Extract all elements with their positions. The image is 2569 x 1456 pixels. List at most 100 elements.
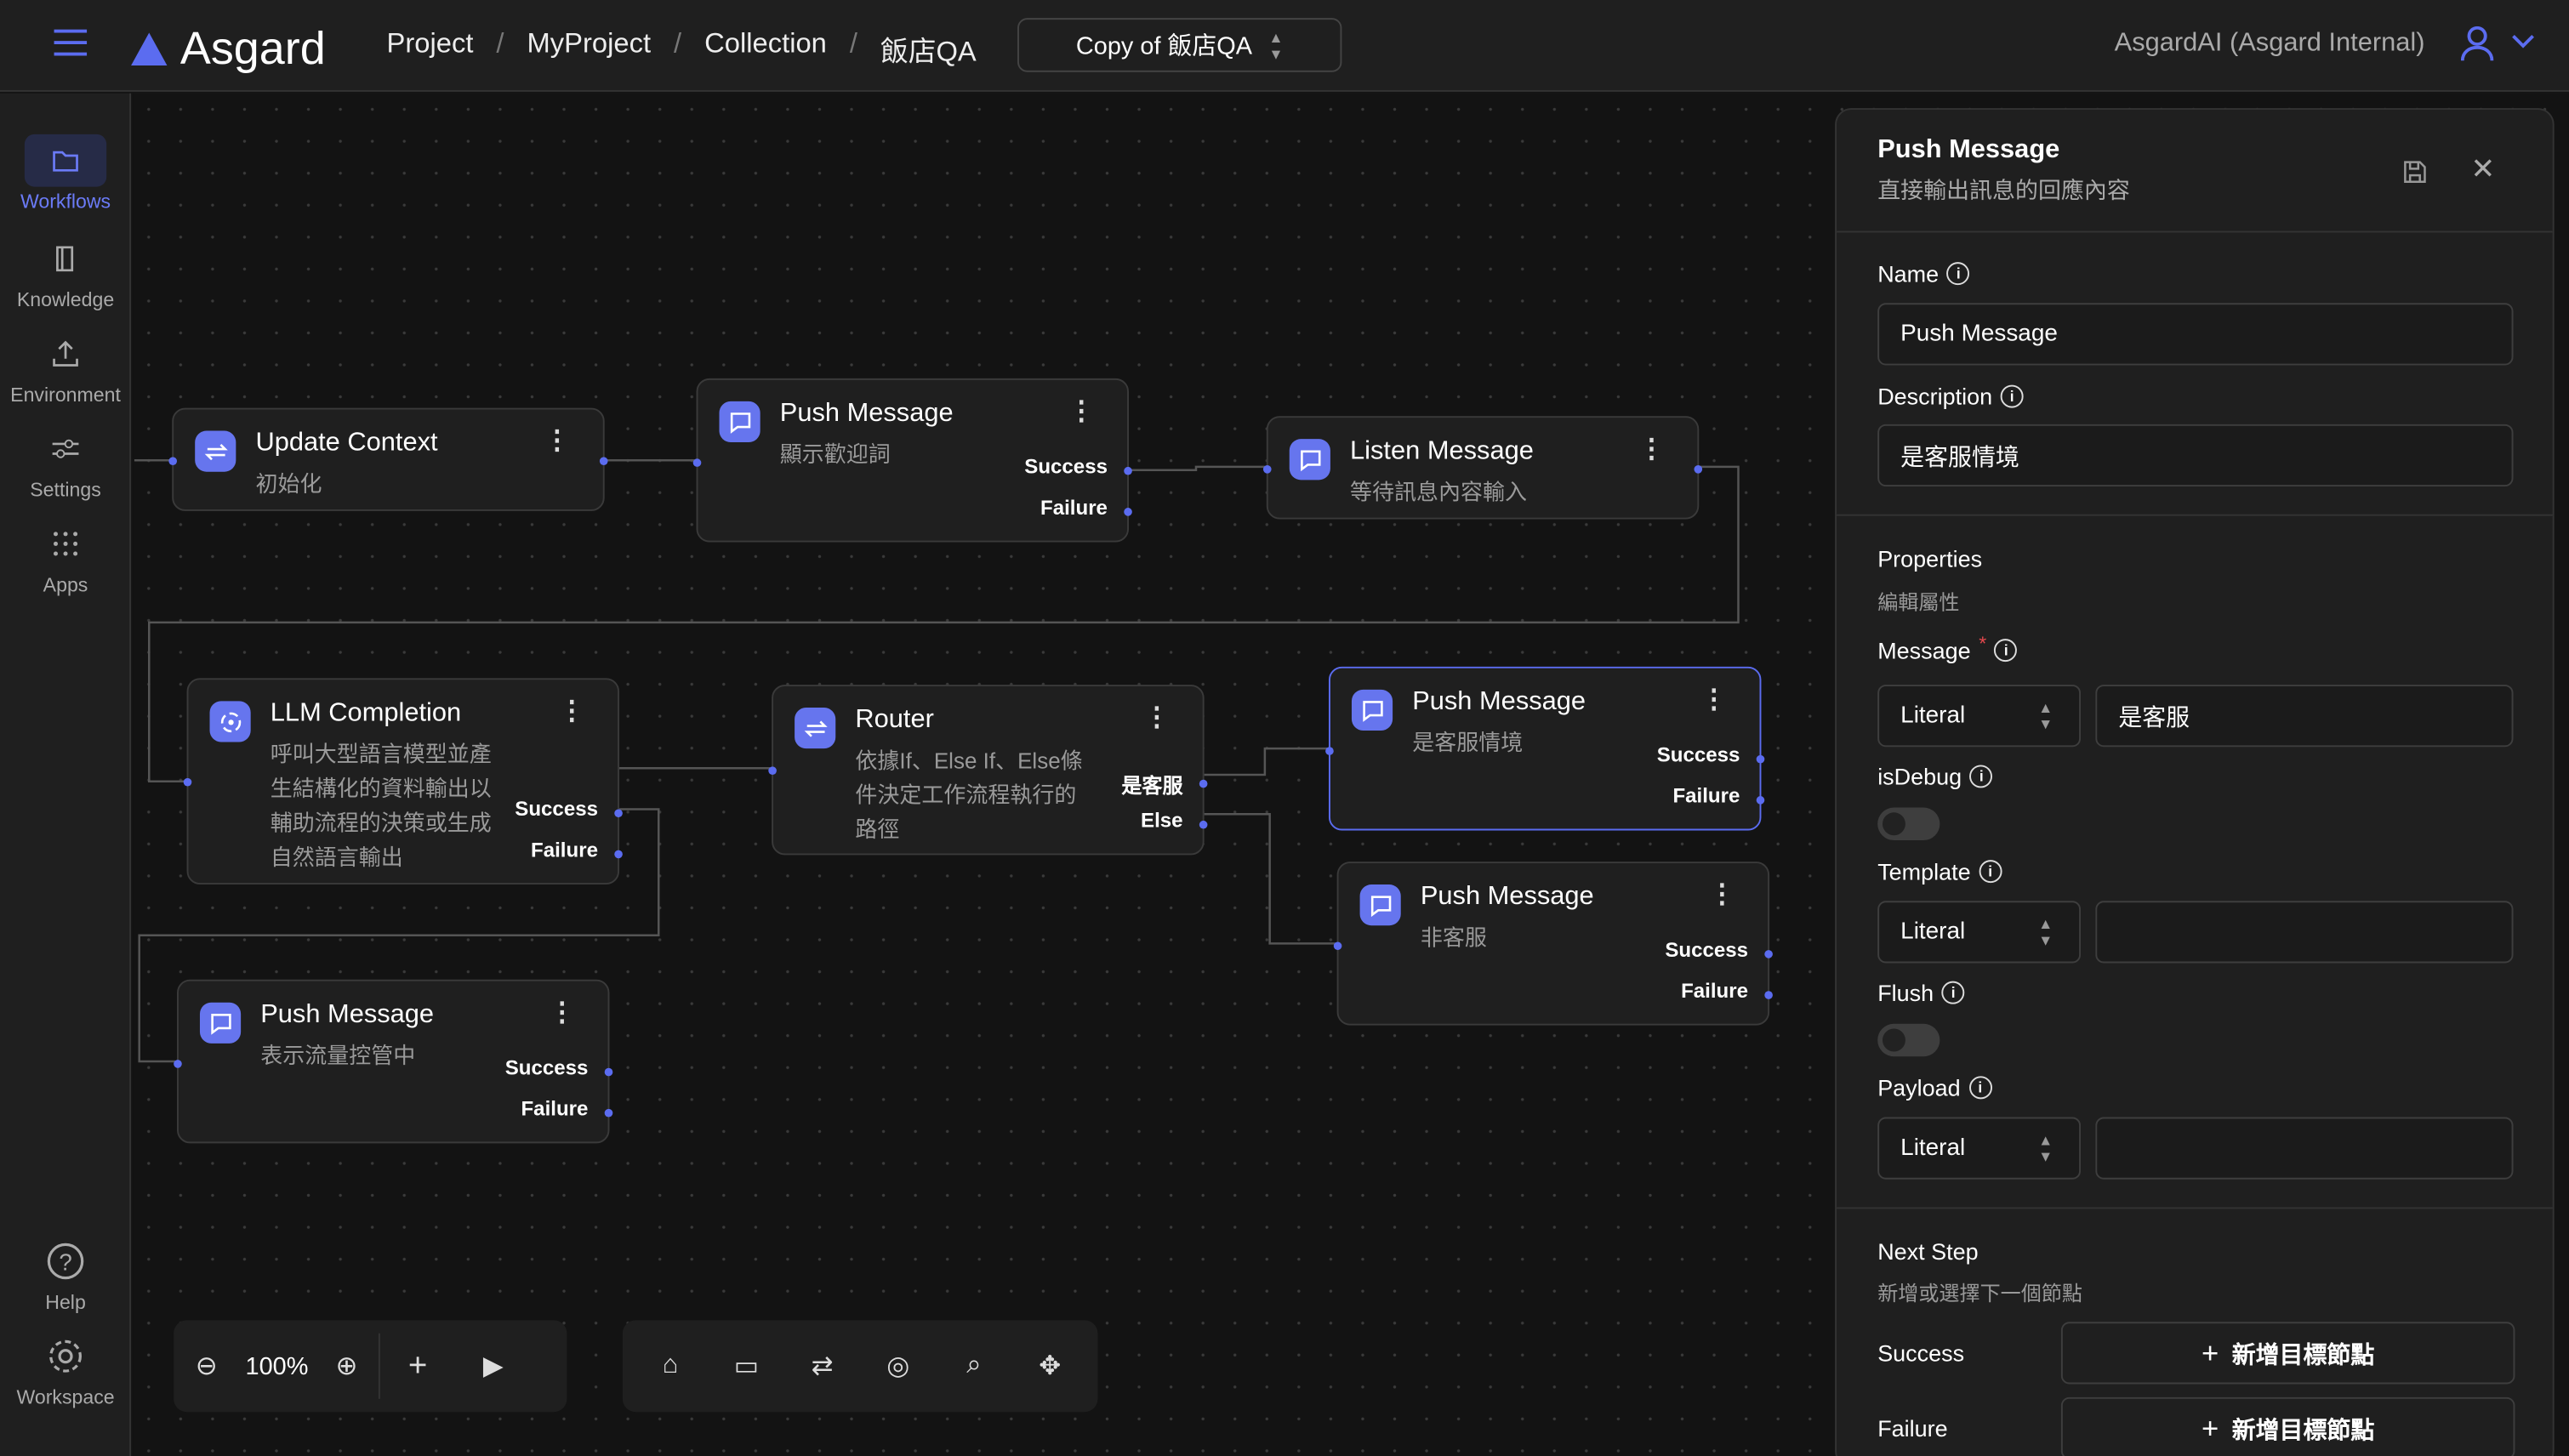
payload-label: Payload i: [1877, 1074, 1992, 1101]
message-input[interactable]: 是客服: [2095, 685, 2514, 748]
more-icon[interactable]: ⋮: [1708, 881, 1735, 909]
flush-toggle[interactable]: [1877, 1023, 1940, 1057]
name-input[interactable]: Push Message: [1877, 303, 2514, 366]
home-add-icon[interactable]: ⌂: [662, 1351, 679, 1379]
input-port[interactable]: [768, 766, 777, 775]
node-push-noncs[interactable]: Push Message 非客服 ⋮ Success Failure: [1333, 862, 1773, 1026]
node-router[interactable]: Router 依據If、Else If、Else條件決定工作流程執行的路徑 ⋮ 是客服…: [768, 685, 1208, 856]
sidebar-item-knowledge[interactable]: Knowledge: [0, 232, 131, 311]
payload-type-select[interactable]: Literal ▲ ▼: [1877, 1117, 2082, 1180]
more-icon[interactable]: ⋮: [1068, 398, 1095, 426]
more-icon[interactable]: ⋮: [1638, 435, 1665, 464]
add-success-target-button[interactable]: + 新增目標節點: [2060, 1322, 2515, 1385]
logo[interactable]: Asgard: [131, 23, 326, 76]
next-step-title: Next Step: [1877, 1238, 1979, 1265]
template-type-select[interactable]: Literal ▲ ▼: [1877, 901, 2082, 964]
output-first: Success: [504, 1056, 589, 1080]
sidebar-item-settings[interactable]: Settings: [0, 423, 131, 501]
node-listen[interactable]: Listen Message 等待訊息內容輸入 ⋮: [1262, 416, 1703, 520]
node-push-cs[interactable]: Push Message 是客服情境 ⋮ Success Failure: [1325, 666, 1765, 831]
node-title: Listen Message: [1350, 437, 1534, 465]
template-input[interactable]: [2095, 901, 2514, 964]
help-icon: ?: [25, 1235, 106, 1288]
payload-input[interactable]: [2095, 1117, 2514, 1180]
user-icon[interactable]: [2460, 26, 2494, 62]
output-port[interactable]: [1199, 820, 1208, 829]
input-port[interactable]: [692, 458, 702, 467]
output-port[interactable]: [614, 850, 623, 859]
node-push-throttle[interactable]: Push Message 表示流量控管中 ⋮ Success Failure: [174, 979, 613, 1144]
more-icon[interactable]: ⋮: [549, 998, 576, 1027]
output-port[interactable]: [1694, 464, 1703, 474]
output-port[interactable]: [604, 1067, 613, 1077]
more-icon[interactable]: ⋮: [1700, 685, 1728, 714]
chevron-updown-icon: ▲ ▼: [2038, 915, 2053, 949]
menu-icon[interactable]: [54, 29, 88, 56]
input-port[interactable]: [1325, 747, 1334, 755]
breadcrumb-collection[interactable]: Collection: [704, 27, 827, 60]
close-icon[interactable]: ✕: [2470, 152, 2496, 185]
sidebar-item-apps[interactable]: Apps: [0, 518, 131, 596]
upload-icon: [25, 327, 106, 380]
message-icon: [1351, 689, 1393, 731]
output-port[interactable]: [614, 809, 623, 818]
workflow-select[interactable]: Copy of 飯店QA ▲ ▼: [1017, 18, 1342, 72]
output-port[interactable]: [1756, 754, 1765, 764]
info-icon: i: [1941, 981, 1965, 1004]
output-port[interactable]: [599, 457, 608, 465]
output-port[interactable]: [1764, 991, 1773, 999]
add-failure-target-button[interactable]: + 新增目標節點: [2060, 1396, 2515, 1456]
output-second: Failure: [521, 1097, 589, 1121]
message-icon[interactable]: ▭: [733, 1352, 759, 1381]
swap-icon[interactable]: ⇄: [811, 1352, 834, 1381]
message-label: Message * i: [1877, 632, 2018, 663]
output-port[interactable]: [1756, 796, 1765, 805]
sidebar-item-help[interactable]: ? Help: [0, 1235, 131, 1314]
output-port[interactable]: [1124, 508, 1132, 516]
account-name[interactable]: AsgardAI (Asgard Internal): [2114, 29, 2425, 58]
node-update-context[interactable]: Update Context 初始化 ⋮: [168, 407, 608, 511]
properties-subtitle: 編輯屬性: [1877, 591, 1960, 615]
output-port[interactable]: [1124, 466, 1132, 475]
sidebar-item-workspace[interactable]: Workspace: [0, 1330, 131, 1408]
zoom-out-icon[interactable]: ⊖: [195, 1352, 218, 1381]
breadcrumb-project[interactable]: Project: [386, 27, 474, 60]
input-port[interactable]: [1333, 941, 1342, 951]
node-title: Push Message: [1412, 687, 1586, 716]
output-port[interactable]: [1199, 779, 1208, 788]
more-icon[interactable]: ⋮: [558, 697, 585, 726]
node-llm[interactable]: LLM Completion 呼叫大型語言模型並產生結構化的資料輸出以輔助流程的決…: [183, 678, 623, 885]
isdebug-toggle[interactable]: [1877, 807, 1940, 841]
sidebar-item-workflows[interactable]: Workflows: [0, 134, 131, 213]
output-port[interactable]: [604, 1108, 613, 1118]
info-icon: i: [1994, 639, 2018, 663]
chevron-down-icon[interactable]: [2510, 30, 2537, 53]
sidebar-item-environment[interactable]: Environment: [0, 327, 131, 407]
search-icon[interactable]: ⌕: [966, 1351, 982, 1379]
next-step-subtitle: 新增或選擇下一個節點: [1877, 1283, 2082, 1306]
more-icon[interactable]: ⋮: [544, 427, 571, 456]
message-type-select[interactable]: Literal ▲ ▼: [1877, 685, 2082, 748]
save-icon[interactable]: [2402, 159, 2429, 185]
move-icon[interactable]: ✥: [1039, 1352, 1062, 1381]
add-node-icon[interactable]: +: [407, 1347, 428, 1384]
node-push-welcome[interactable]: Push Message 顯示歡迎詞 ⋮ Success Failure: [692, 378, 1132, 543]
grid-icon: [25, 518, 106, 571]
zoom-in-icon[interactable]: ⊕: [315, 1333, 380, 1399]
message-icon: [1359, 884, 1401, 926]
llm-icon[interactable]: ◎: [886, 1352, 910, 1381]
success-label: Success: [1877, 1339, 1965, 1367]
input-port[interactable]: [174, 1060, 182, 1068]
info-icon: i: [2000, 384, 2024, 408]
more-icon[interactable]: ⋮: [1143, 704, 1171, 732]
input-port[interactable]: [168, 457, 178, 465]
input-port[interactable]: [183, 777, 192, 787]
breadcrumb-myproject[interactable]: MyProject: [527, 27, 652, 60]
description-input[interactable]: 是客服情境: [1877, 424, 2514, 487]
play-icon[interactable]: ▶: [482, 1352, 504, 1381]
node-title: Push Message: [779, 399, 954, 428]
input-port[interactable]: [1262, 464, 1272, 474]
output-port[interactable]: [1764, 950, 1773, 958]
output-second: Failure: [1040, 496, 1108, 520]
breadcrumb-hotelqa[interactable]: 飯店QA: [880, 36, 977, 67]
